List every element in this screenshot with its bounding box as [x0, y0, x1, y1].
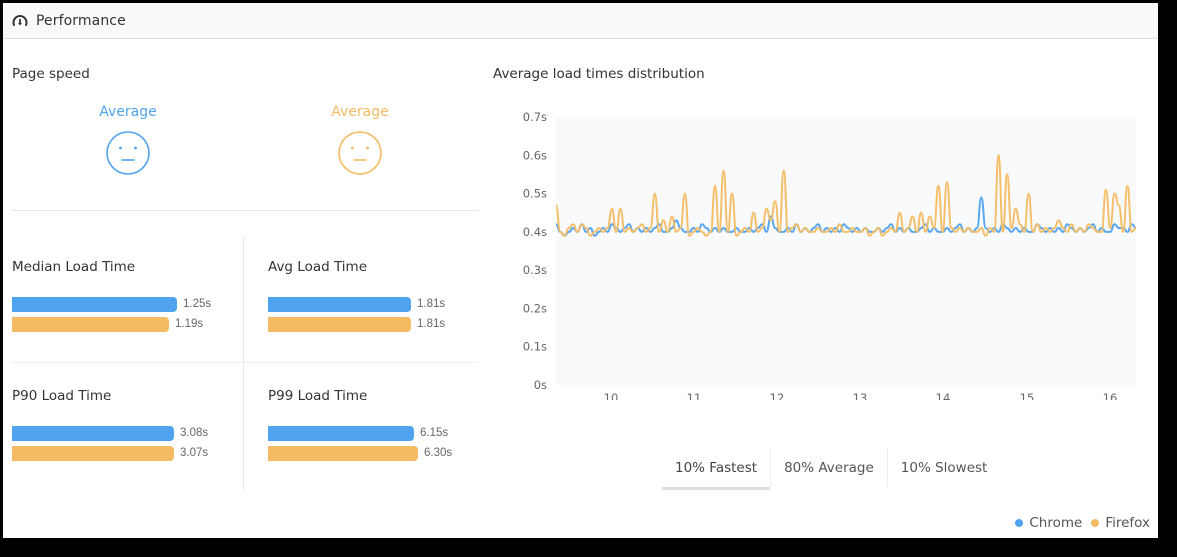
y-tick-label: 0.2s — [523, 301, 547, 315]
chrome-bar — [268, 426, 414, 441]
y-tick-label: 0.4s — [523, 225, 547, 239]
y-tick-label: 0s — [534, 378, 547, 392]
legend-label: Firefox — [1105, 515, 1150, 531]
divider — [12, 362, 478, 363]
firefox-value: 3.07s — [180, 447, 209, 459]
legend-label: Chrome — [1029, 515, 1083, 531]
card-header: Performance — [3, 3, 1158, 39]
card-title: Performance — [36, 12, 126, 29]
chart-title: Average load times distribution — [493, 66, 705, 82]
metric-title: P99 Load Time — [268, 388, 368, 404]
metric-p99-load-time: P99 Load Time 6.15s 6.30s — [268, 388, 488, 461]
metric-p90-load-time: P90 Load Time 3.08s 3.07s — [12, 388, 232, 461]
firefox-bar — [12, 446, 174, 461]
metric-title: P90 Load Time — [12, 388, 112, 404]
gauge-icon — [12, 14, 28, 28]
x-tick-label: 14 — [936, 391, 951, 400]
divider — [12, 210, 478, 211]
y-tick-label: 0.6s — [523, 148, 547, 162]
chrome-bar — [12, 297, 177, 312]
page-speed-title: Page speed — [12, 66, 90, 82]
plot-area — [556, 117, 1136, 385]
tab-10-slowest[interactable]: 10% Slowest — [886, 448, 1001, 487]
chrome-value: 3.08s — [180, 427, 209, 439]
y-tick-label: 0.7s — [523, 110, 547, 124]
chrome-dot-icon — [1015, 519, 1024, 527]
x-tick-label: 11 — [687, 391, 702, 400]
firefox-dot-icon — [1091, 519, 1100, 527]
page-speed-panel: Page speed Average Average Median Load — [3, 40, 478, 538]
metric-title: Median Load Time — [12, 259, 136, 275]
firefox-rating: Average — [290, 104, 430, 176]
series-line-firefox — [555, 154, 1137, 237]
firefox-rating-label: Average — [331, 104, 389, 120]
distribution-tabs: 10% Fastest 80% Average 10% Slowest — [662, 448, 1000, 490]
neutral-face-icon — [338, 131, 382, 175]
distribution-panel: Average load times distribution 0s 0.1s 0.… — [478, 40, 1158, 538]
x-tick-label: 12 — [770, 391, 785, 400]
chrome-rating-label: Average — [99, 104, 157, 120]
chrome-rating: Average — [58, 104, 198, 176]
metric-median-load-time: Median Load Time 1.25s 1.19s — [12, 259, 232, 332]
y-tick-label: 0.5s — [523, 187, 547, 201]
chrome-bar — [268, 297, 411, 312]
performance-card: Performance Page speed Average Average — [3, 3, 1158, 538]
firefox-bar — [12, 317, 169, 332]
firefox-value: 6.30s — [424, 447, 453, 459]
metric-avg-load-time: Avg Load Time 1.81s 1.81s — [268, 259, 488, 332]
chart-legend: Chrome Firefox — [1006, 515, 1150, 531]
load-time-line-chart[interactable]: 0s0.1s0.2s0.3s0.4s0.5s0.6s0.7s10Aug11Aug… — [478, 100, 1158, 400]
y-tick-label: 0.3s — [523, 263, 547, 277]
firefox-bar — [268, 446, 418, 461]
firefox-bar — [268, 317, 411, 332]
x-tick-label: 16 — [1103, 391, 1118, 400]
chrome-value: 1.81s — [417, 298, 446, 310]
legend-item-firefox[interactable]: Firefox — [1091, 515, 1150, 531]
x-tick-label: 13 — [853, 391, 868, 400]
tab-80-average[interactable]: 80% Average — [770, 448, 887, 487]
chrome-value: 1.25s — [183, 298, 212, 310]
y-tick-label: 0.1s — [523, 340, 547, 354]
firefox-value: 1.81s — [417, 318, 446, 330]
chrome-bar — [12, 426, 174, 441]
x-tick-label: 15 — [1020, 391, 1035, 400]
neutral-face-icon — [106, 131, 150, 175]
chrome-value: 6.15s — [420, 427, 449, 439]
tab-10-fastest[interactable]: 10% Fastest — [662, 448, 771, 490]
legend-item-chrome[interactable]: Chrome — [1015, 515, 1082, 531]
divider — [243, 236, 244, 491]
metric-title: Avg Load Time — [268, 259, 368, 275]
firefox-value: 1.19s — [175, 318, 204, 330]
x-tick-label: 10 — [604, 391, 619, 400]
